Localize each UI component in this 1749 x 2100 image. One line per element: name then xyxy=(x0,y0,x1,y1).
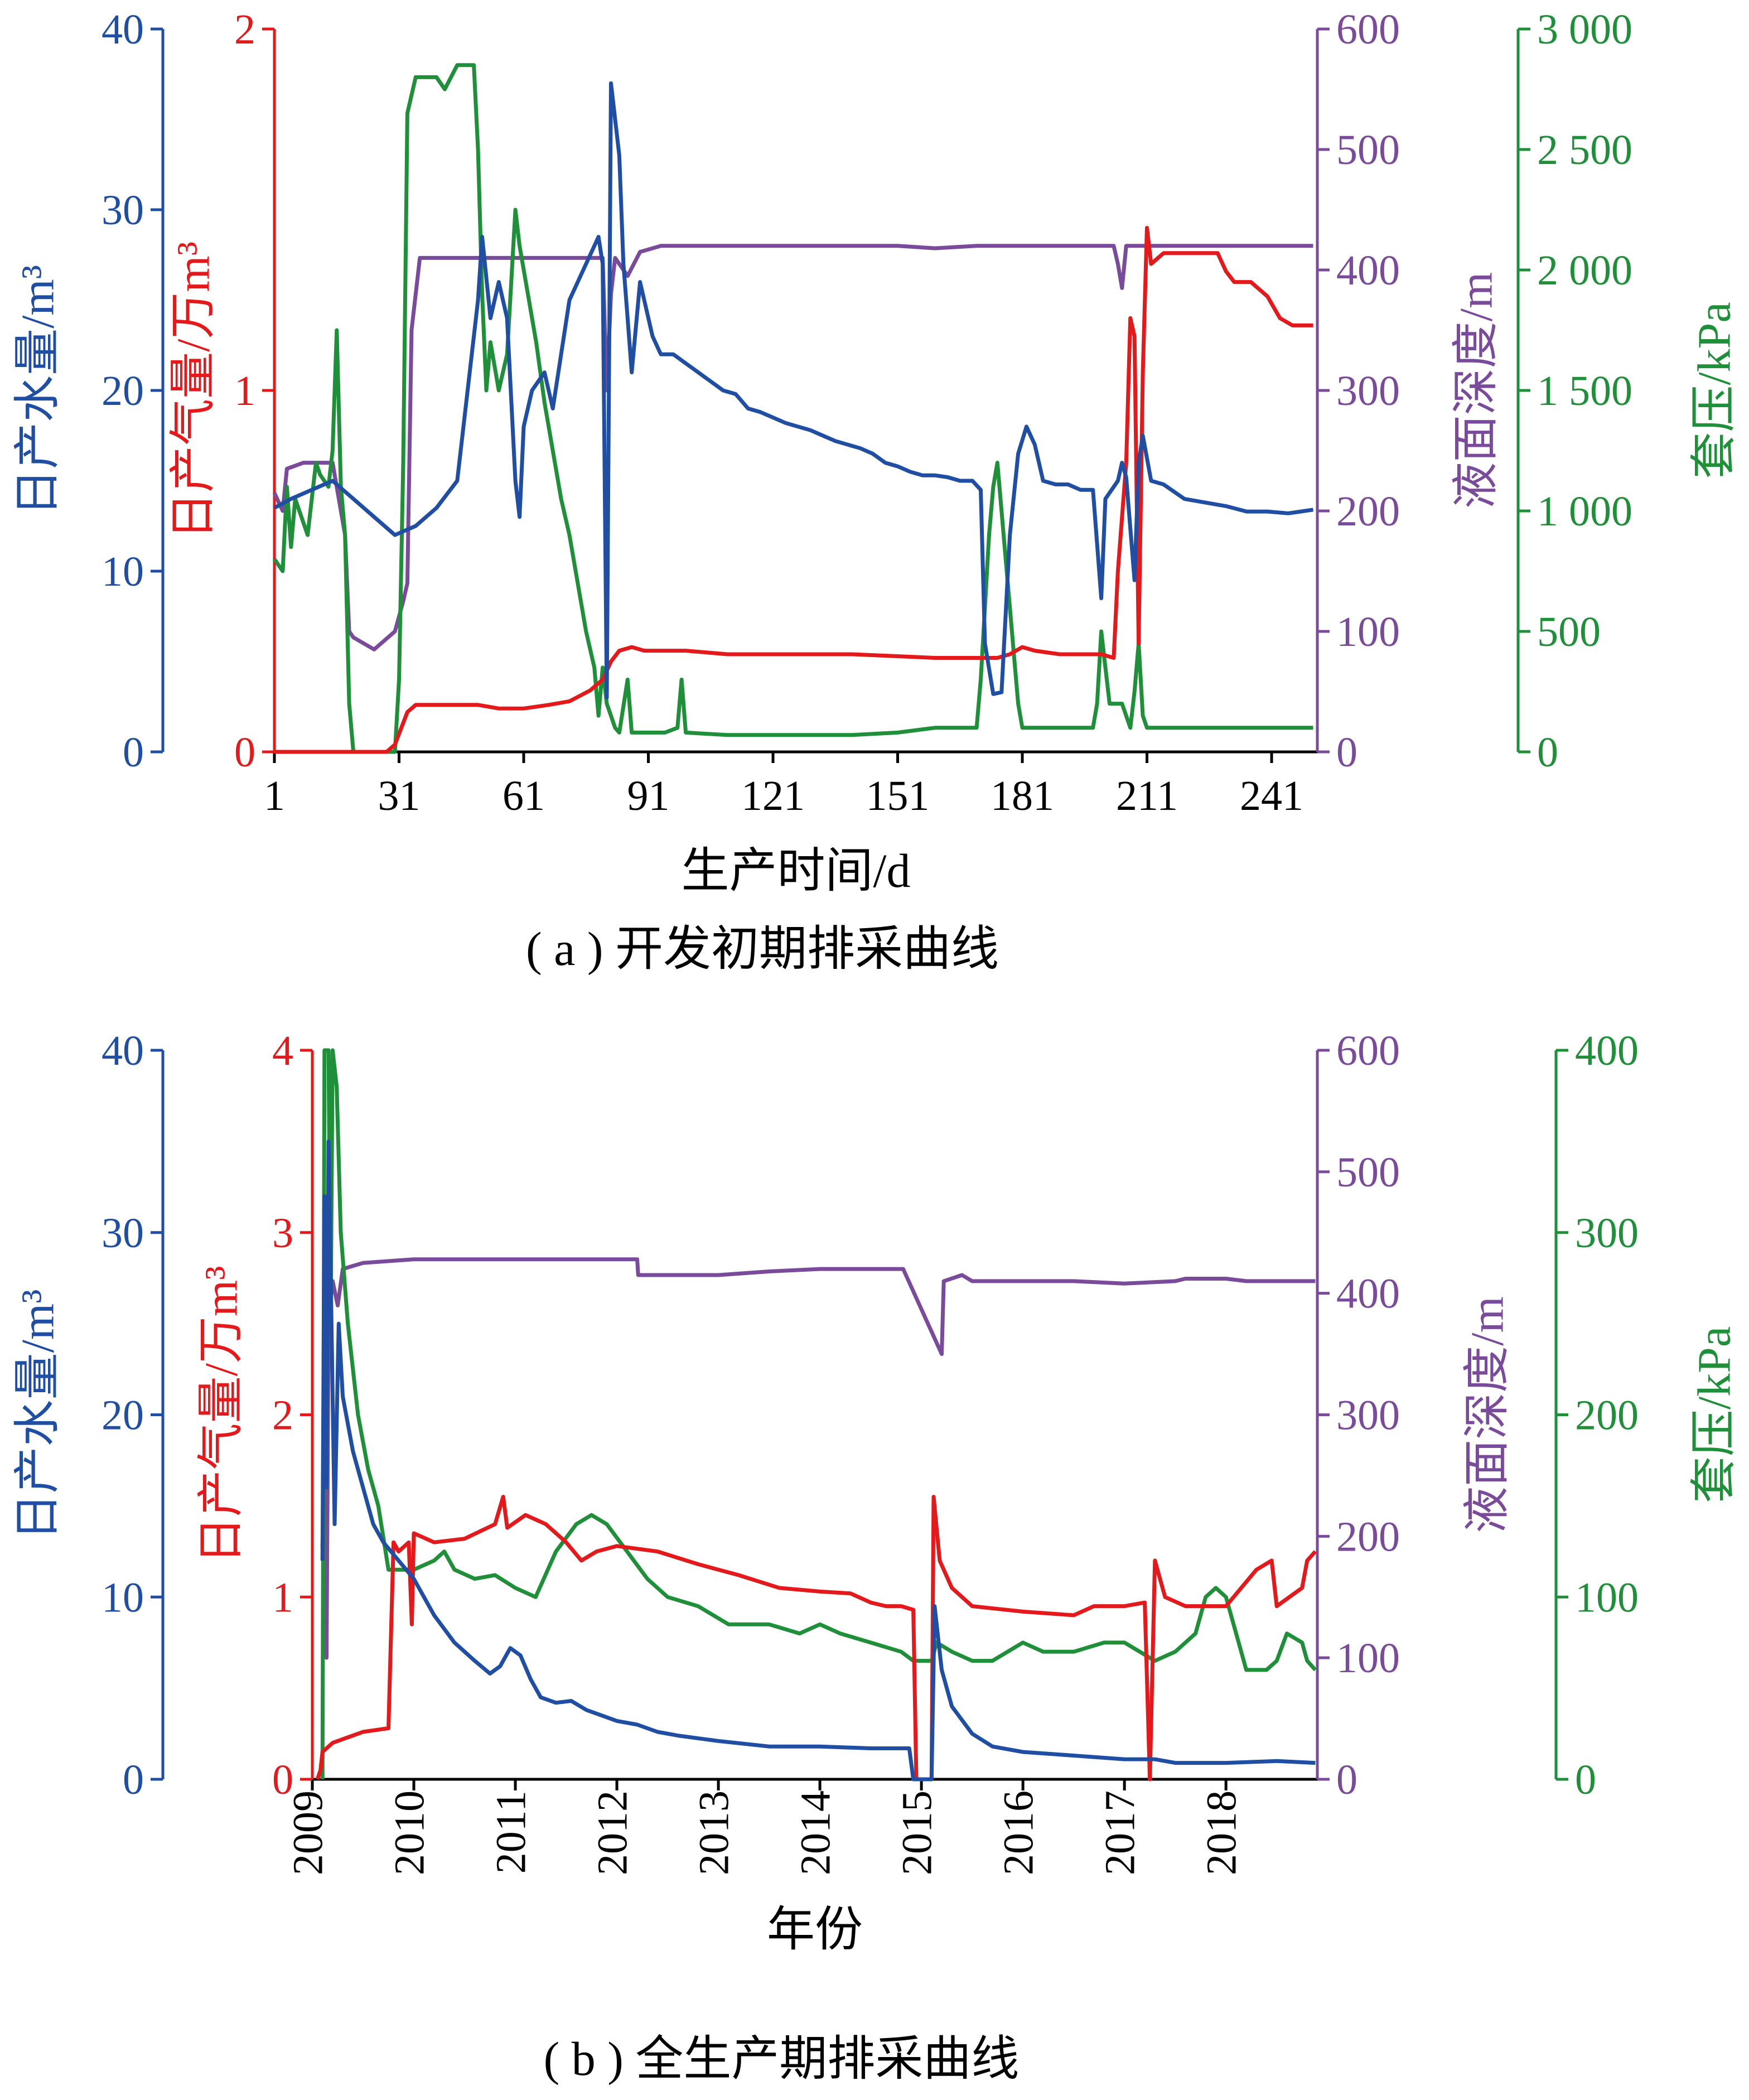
pressure-tick-label: 300 xyxy=(1575,1210,1639,1257)
level-tick-label: 100 xyxy=(1336,1635,1400,1682)
level-tick-label: 400 xyxy=(1336,247,1400,294)
gas-tick-label: 1 xyxy=(272,1574,293,1621)
level-tick-label: 600 xyxy=(1336,1027,1400,1074)
panel-a-chart: 1 31 61 91 121 151 181 211 241 生产时间/d ( a ) 开发初期排采… xyxy=(12,6,1740,976)
x-tick-label: 91 xyxy=(627,773,670,819)
x-tick-label: 31 xyxy=(378,773,421,819)
level-tick-label: 500 xyxy=(1336,1149,1400,1196)
pressure-tick-label: 100 xyxy=(1575,1574,1639,1621)
pressure-tick-label: 1 000 xyxy=(1537,488,1632,535)
gas-tick-label: 1 xyxy=(234,368,255,414)
x-tick-label: 2017 xyxy=(1097,1790,1144,1875)
level-tick-label: 200 xyxy=(1336,488,1400,535)
x-axis-label: 生产时间/d xyxy=(682,844,911,897)
level-tick-label: 400 xyxy=(1336,1271,1400,1317)
x-tick-label: 2015 xyxy=(894,1790,941,1875)
water-series-line xyxy=(320,1139,1316,1782)
water-tick-label: 20 xyxy=(102,368,144,414)
pressure-series-line xyxy=(273,63,1313,754)
water-tick-label: 30 xyxy=(102,187,144,234)
pressure-tick-label: 2 500 xyxy=(1537,127,1632,173)
x-tick-label: 2012 xyxy=(589,1790,636,1875)
water-tick-label: 40 xyxy=(102,6,144,53)
water-tick-label: 10 xyxy=(102,548,144,595)
gas-axis-label: 日产气量/万m³ xyxy=(195,1266,247,1564)
water-tick-label: 40 xyxy=(102,1027,144,1074)
x-tick-label: 121 xyxy=(741,773,805,819)
x-tick-label: 181 xyxy=(991,773,1054,819)
gas-axis-label: 日产气量/万m³ xyxy=(167,242,219,539)
gas-tick-label: 2 xyxy=(272,1392,293,1439)
pressure-tick-label: 1 500 xyxy=(1537,368,1632,414)
pressure-axis-label: 套压/kPa xyxy=(1688,302,1740,479)
water-axis-label: 日产水量/m³ xyxy=(12,1290,64,1541)
gas-tick-label: 0 xyxy=(272,1756,293,1803)
pressure-tick-label: 2 000 xyxy=(1537,247,1632,294)
gas-tick-label: 2 xyxy=(234,6,255,53)
gas-tick-label: 4 xyxy=(272,1027,293,1074)
x-tick-label: 1 xyxy=(264,773,285,819)
x-tick-label: 2013 xyxy=(691,1790,738,1875)
gas-series-line xyxy=(274,225,1313,754)
panel-b-chart: 2009 2010 2011 2012 2013 2014 2015 2016 2017 2018… xyxy=(12,1027,1740,2085)
x-tick-label: 61 xyxy=(503,773,545,819)
x-tick-label: 2011 xyxy=(487,1790,534,1874)
level-tick-label: 200 xyxy=(1336,1513,1400,1560)
level-tick-label: 300 xyxy=(1336,1392,1400,1439)
gas-tick-label: 3 xyxy=(272,1210,293,1257)
level-tick-label: 500 xyxy=(1336,127,1400,173)
pressure-series-line xyxy=(320,1048,1317,1780)
level-tick-label: 0 xyxy=(1336,1756,1357,1803)
x-tick-label: 2016 xyxy=(996,1790,1042,1875)
pressure-tick-label: 3 000 xyxy=(1537,6,1632,53)
x-tick-label: 2010 xyxy=(386,1790,433,1875)
gas-tick-label: 0 xyxy=(234,729,255,776)
figure-caption: ( a ) 开发初期排采曲线 xyxy=(526,922,999,976)
level-tick-label: 600 xyxy=(1336,6,1400,53)
level-tick-label: 300 xyxy=(1336,368,1400,414)
x-tick-label: 2014 xyxy=(793,1790,839,1875)
water-tick-label: 30 xyxy=(102,1210,144,1257)
figure-caption: ( b ) 全生产期排采曲线 xyxy=(544,2032,1020,2085)
x-axis-label: 年份 xyxy=(767,1903,863,1956)
water-tick-label: 0 xyxy=(123,1756,144,1803)
water-tick-label: 10 xyxy=(102,1574,144,1621)
gas-series-line xyxy=(315,1495,1317,1782)
pressure-tick-label: 200 xyxy=(1575,1392,1639,1439)
level-axis-label: 液面深度/m xyxy=(1450,272,1502,509)
x-tick-label: 211 xyxy=(1116,773,1178,819)
x-tick-label: 151 xyxy=(866,773,930,819)
water-axis-label: 日产水量/m³ xyxy=(12,265,64,516)
level-tick-label: 0 xyxy=(1336,729,1357,776)
level-axis-label: 液面深度/m xyxy=(1461,1296,1513,1533)
x-tick-label: 241 xyxy=(1240,773,1303,819)
water-tick-label: 20 xyxy=(102,1392,144,1439)
x-tick-label: 2009 xyxy=(284,1790,331,1875)
pressure-tick-label: 500 xyxy=(1537,609,1601,655)
pressure-tick-label: 400 xyxy=(1575,1027,1639,1074)
pressure-axis-label: 套压/kPa xyxy=(1688,1326,1740,1503)
level-series-line xyxy=(320,1257,1316,1660)
x-tick-label: 2018 xyxy=(1199,1790,1245,1875)
level-tick-label: 100 xyxy=(1336,609,1400,655)
pressure-tick-label: 0 xyxy=(1537,729,1558,776)
water-tick-label: 0 xyxy=(123,729,144,776)
water-series-line xyxy=(273,81,1314,700)
level-series-line xyxy=(272,244,1313,651)
pressure-tick-label: 0 xyxy=(1575,1756,1596,1803)
